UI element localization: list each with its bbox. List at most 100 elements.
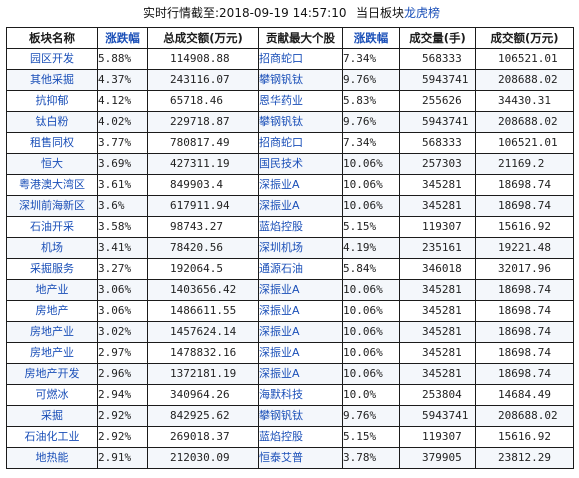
stock-turnover-cell: 106521.01: [475, 48, 574, 70]
sector-change-cell: 3.06%: [97, 300, 148, 322]
table-row: 石油开采 3.58% 98743.27 蓝焰控股 5.15% 119307 15616.92: [6, 216, 574, 238]
stock-turnover-cell: 208688.02: [475, 111, 574, 133]
stock-volume-cell: 119307: [399, 216, 476, 238]
sector-name-cell[interactable]: 机场: [6, 237, 98, 259]
stock-volume-cell: 346018: [399, 258, 476, 280]
stock-change-cell: 10.06%: [342, 174, 400, 196]
stock-turnover-cell: 18698.74: [475, 174, 574, 196]
stock-change-cell: 10.0%: [342, 384, 400, 406]
stock-turnover-cell: 34430.31: [475, 90, 574, 112]
table-row: 房地产开发 2.96% 1372181.19 深振业A 10.06% 345281 1869…: [6, 363, 574, 385]
top-stock-cell[interactable]: 招商蛇口: [258, 132, 343, 154]
stock-change-cell: 4.19%: [342, 237, 400, 259]
stock-turnover-cell: 32017.96: [475, 258, 574, 280]
sector-name-cell[interactable]: 恒大: [6, 153, 98, 175]
stock-change-cell: 9.76%: [342, 405, 400, 427]
stock-volume-cell: 5943741: [399, 69, 476, 91]
sector-change-cell: 3.02%: [97, 321, 148, 343]
stock-turnover-cell: 14684.49: [475, 384, 574, 406]
sector-turnover-cell: 78420.56: [147, 237, 259, 259]
top-stock-cell[interactable]: 国民技术: [258, 153, 343, 175]
sector-change-cell: 4.12%: [97, 90, 148, 112]
top-stock-cell[interactable]: 恒泰艾普: [258, 447, 343, 469]
stock-change-cell: 10.06%: [342, 363, 400, 385]
sector-turnover-cell: 65718.46: [147, 90, 259, 112]
stock-volume-cell: 235161: [399, 237, 476, 259]
top-stock-cell[interactable]: 深振业A: [258, 342, 343, 364]
sector-name-cell[interactable]: 粤港澳大湾区: [6, 174, 98, 196]
top-stock-cell[interactable]: 深振业A: [258, 300, 343, 322]
top-stock-cell[interactable]: 攀钢钒钛: [258, 69, 343, 91]
sector-name-cell[interactable]: 地产业: [6, 279, 98, 301]
sector-turnover-cell: 780817.49: [147, 132, 259, 154]
sector-turnover-cell: 1457624.14: [147, 321, 259, 343]
table-row: 房地产 3.06% 1486611.55 深振业A 10.06% 345281 18698.…: [6, 300, 574, 322]
top-stock-cell[interactable]: 通源石油: [258, 258, 343, 280]
top-stock-cell[interactable]: 攀钢钒钛: [258, 405, 343, 427]
top-stock-cell[interactable]: 海默科技: [258, 384, 343, 406]
sector-name-cell[interactable]: 石油化工业: [6, 426, 98, 448]
top-stock-cell[interactable]: 恩华药业: [258, 90, 343, 112]
column-header: 板块名称: [6, 27, 98, 49]
top-stock-cell[interactable]: 攀钢钒钛: [258, 111, 343, 133]
sector-turnover-cell: 1403656.42: [147, 279, 259, 301]
top-stock-cell[interactable]: 深振业A: [258, 195, 343, 217]
stock-volume-cell: 345281: [399, 174, 476, 196]
table-row: 租售同权 3.77% 780817.49 招商蛇口 7.34% 568333 106521.…: [6, 132, 574, 154]
stock-volume-cell: 568333: [399, 48, 476, 70]
sector-name-cell[interactable]: 钛白粉: [6, 111, 98, 133]
column-header: 涨跌幅: [342, 27, 400, 49]
stock-volume-cell: 345281: [399, 321, 476, 343]
top-stock-cell[interactable]: 深振业A: [258, 279, 343, 301]
stock-turnover-cell: 18698.74: [475, 321, 574, 343]
stock-volume-cell: 345281: [399, 300, 476, 322]
top-stock-cell[interactable]: 蓝焰控股: [258, 216, 343, 238]
sector-name-cell[interactable]: 房地产业: [6, 321, 98, 343]
stock-change-cell: 7.34%: [342, 48, 400, 70]
sector-name-cell[interactable]: 园区开发: [6, 48, 98, 70]
sector-leaderboard-table: 板块名称 涨跌幅 总成交额(万元) 贡献最大个股 涨跌幅 成交量(手) 成交额(万元) 园区…: [6, 27, 574, 469]
stock-turnover-cell: 15616.92: [475, 216, 574, 238]
column-header: 涨跌幅: [97, 27, 148, 49]
sector-name-cell[interactable]: 抗抑郁: [6, 90, 98, 112]
top-stock-cell[interactable]: 深振业A: [258, 321, 343, 343]
sector-name-cell[interactable]: 房地产开发: [6, 363, 98, 385]
stock-change-cell: 10.06%: [342, 195, 400, 217]
sector-name-cell[interactable]: 其他采掘: [6, 69, 98, 91]
stock-change-cell: 5.15%: [342, 426, 400, 448]
sector-name-cell[interactable]: 石油开采: [6, 216, 98, 238]
sector-name-cell[interactable]: 可燃冰: [6, 384, 98, 406]
sector-turnover-cell: 1372181.19: [147, 363, 259, 385]
top-stock-cell[interactable]: 蓝焰控股: [258, 426, 343, 448]
sector-turnover-cell: 617911.94: [147, 195, 259, 217]
sector-change-cell: 2.91%: [97, 447, 148, 469]
stock-volume-cell: 568333: [399, 132, 476, 154]
column-header: 总成交额(万元): [147, 27, 259, 49]
top-stock-cell[interactable]: 深振业A: [258, 174, 343, 196]
sector-name-cell[interactable]: 房地产业: [6, 342, 98, 364]
table-row: 房地产业 3.02% 1457624.14 深振业A 10.06% 345281 18698…: [6, 321, 574, 343]
stock-volume-cell: 5943741: [399, 405, 476, 427]
table-row: 采掘服务 3.27% 192064.5 通源石油 5.84% 346018 32017.96: [6, 258, 574, 280]
sector-name-cell[interactable]: 深圳前海新区: [6, 195, 98, 217]
top-stock-cell[interactable]: 招商蛇口: [258, 48, 343, 70]
sector-name-cell[interactable]: 采掘: [6, 405, 98, 427]
sector-change-cell: 3.41%: [97, 237, 148, 259]
stock-turnover-cell: 18698.74: [475, 300, 574, 322]
sector-name-cell[interactable]: 地热能: [6, 447, 98, 469]
sector-change-cell: 4.37%: [97, 69, 148, 91]
table-row: 房地产业 2.97% 1478832.16 深振业A 10.06% 345281 18698…: [6, 342, 574, 364]
stock-change-cell: 10.06%: [342, 279, 400, 301]
sector-name-cell[interactable]: 租售同权: [6, 132, 98, 154]
table-row: 抗抑郁 4.12% 65718.46 恩华药业 5.83% 255626 34430.31: [6, 90, 574, 112]
column-header: 成交量(手): [399, 27, 476, 49]
sector-turnover-cell: 842925.62: [147, 405, 259, 427]
sector-name-cell[interactable]: 采掘服务: [6, 258, 98, 280]
stock-change-cell: 10.06%: [342, 300, 400, 322]
table-row: 采掘 2.92% 842925.62 攀钢钒钛 9.76% 5943741 208688.0…: [6, 405, 574, 427]
board-label-accent: 龙虎榜: [404, 6, 441, 20]
top-stock-cell[interactable]: 深圳机场: [258, 237, 343, 259]
sector-change-cell: 2.92%: [97, 426, 148, 448]
top-stock-cell[interactable]: 深振业A: [258, 363, 343, 385]
sector-name-cell[interactable]: 房地产: [6, 300, 98, 322]
